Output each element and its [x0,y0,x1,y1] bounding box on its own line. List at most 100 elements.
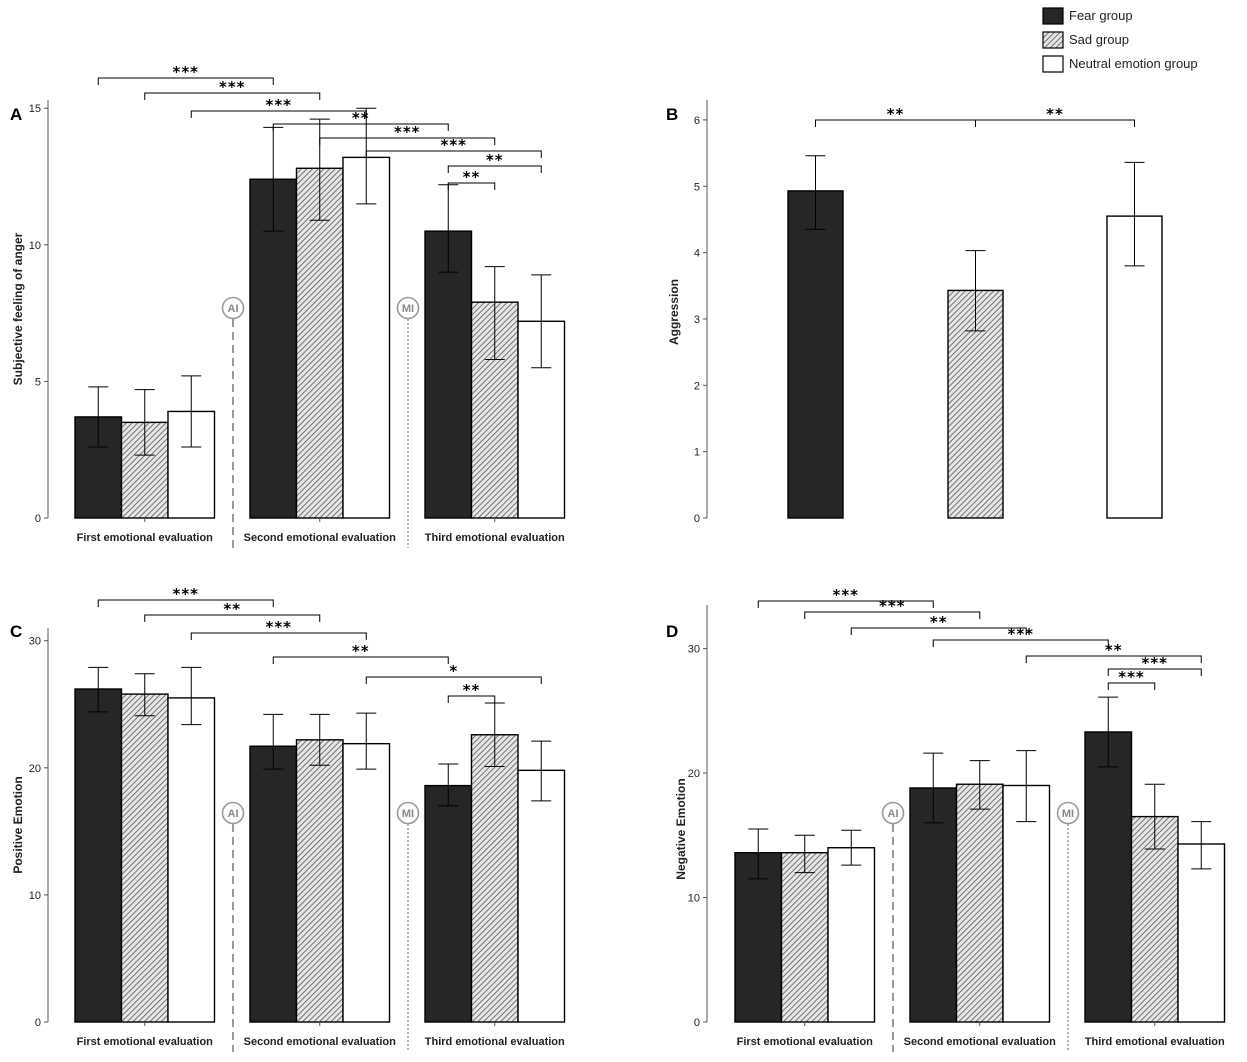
significance-bracket [757,600,934,608]
bar-neutral [1177,843,1226,1023]
legend: Fear group Sad group Neutral emotion gro… [1042,7,1198,73]
y-tick-label: 20 [688,768,700,780]
y-tick-label: 15 [29,103,41,115]
significance-label: ** [463,168,481,186]
significance-bracket [97,77,274,85]
bar-neutral [827,847,876,1023]
marker-ai-label: AI [888,808,899,820]
significance-bracket [319,137,496,145]
bar-sad [295,739,344,1023]
significance-label: *** [879,597,906,615]
legend-swatch-neutral [1042,55,1064,73]
significance-label: ** [352,109,370,127]
significance-label: ** [352,642,370,660]
marker-ai-circle [881,801,905,825]
bar-neutral [1002,784,1051,1023]
bar-neutral [342,156,391,519]
significance-bracket [365,150,542,158]
significance-bracket [144,92,321,100]
significance-bracket [365,676,542,684]
x-category-label: Third emotional evaluation [1085,1036,1225,1048]
significance-label: ** [1046,105,1064,123]
significance-label: ** [463,681,481,699]
bar-neutral [167,697,216,1023]
significance-bracket [850,627,1027,635]
bar-fear [1084,731,1133,1023]
y-tick-label: 10 [688,893,700,905]
x-category-label: Third emotional evaluation [425,1036,565,1048]
y-tick-label: 5 [694,181,700,193]
significance-label: *** [1007,625,1034,643]
y-axis-label: Subjective feeling of anger [11,232,25,385]
y-tick-label: 0 [35,1017,41,1029]
marker-mi-label: MI [1062,808,1074,820]
bar-fear [424,230,473,519]
legend-label-fear: Fear group [1069,8,1133,23]
legend-item-sad: Sad group [1042,31,1129,49]
y-tick-label: 0 [35,513,41,525]
bar-sad [120,693,169,1023]
panel-b: B 0 1 2 3 4 5 6 Aggression ** ** [666,100,1163,525]
y-tick-label: 5 [35,376,41,388]
significance-bracket [190,632,367,640]
significance-label: *** [394,123,421,141]
bar-sad [780,852,829,1023]
significance-label: *** [1141,654,1168,672]
significance-label: *** [172,585,199,603]
y-tick-label: 6 [694,115,700,127]
y-tick-label: 10 [29,240,41,252]
bar-neutral [1106,215,1163,519]
marker-mi-label: MI [402,303,414,315]
y-tick-label: 20 [29,763,41,775]
y-tick-label: 1 [694,447,700,459]
significance-bracket [272,656,449,664]
significance-bracket [447,695,496,703]
x-category-label: First emotional evaluation [77,532,214,544]
significance-label: ** [486,151,504,169]
y-tick-label: 3 [694,314,700,326]
marker-mi-circle [396,296,420,320]
bar-neutral [342,742,391,1023]
bar-neutral [517,769,566,1023]
significance-bracket [190,110,367,118]
significance-label: * [449,662,458,680]
significance-bracket [447,165,542,173]
bar-sad [955,783,1004,1023]
bar-fear [424,784,473,1023]
panel-letter-d: D [666,622,678,641]
panel-letter-a: A [10,105,22,124]
significance-bracket [932,639,1109,647]
significance-bracket [1107,668,1202,676]
bar-fear [249,178,298,519]
y-axis-label: Negative Emotion [674,778,688,879]
significance-label: *** [1118,668,1145,686]
significance-label: *** [440,136,467,154]
panel-d: D 0 10 20 30 Negative Emotion First emotional … [666,586,1226,1052]
significance-bracket [272,123,449,131]
significance-label: *** [832,586,859,604]
significance-label: ** [887,105,905,123]
legend-swatch-sad [1042,31,1064,49]
marker-mi-circle [396,801,420,825]
y-tick-label: 4 [694,248,700,260]
marker-mi-label: MI [402,808,414,820]
marker-ai-circle [221,296,245,320]
significance-label: ** [1105,641,1123,659]
legend-swatch-fear [1042,7,1064,25]
significance-label: *** [265,96,292,114]
panel-c: C 0 10 20 30 Positive Emotion First emotional … [10,585,566,1052]
significance-label: ** [223,600,241,618]
marker-mi-circle [1056,801,1080,825]
y-axis-label: Aggression [667,279,681,345]
significance-label: *** [219,78,246,96]
significance-bracket [975,119,1135,127]
y-tick-label: 0 [694,513,700,525]
y-tick-label: 10 [29,890,41,902]
y-tick-label: 30 [688,644,700,656]
legend-item-fear: Fear group [1042,7,1133,25]
significance-bracket [144,614,321,622]
y-tick-label: 2 [694,380,700,392]
y-tick-label: 0 [694,1017,700,1029]
bar-sad [295,167,344,519]
